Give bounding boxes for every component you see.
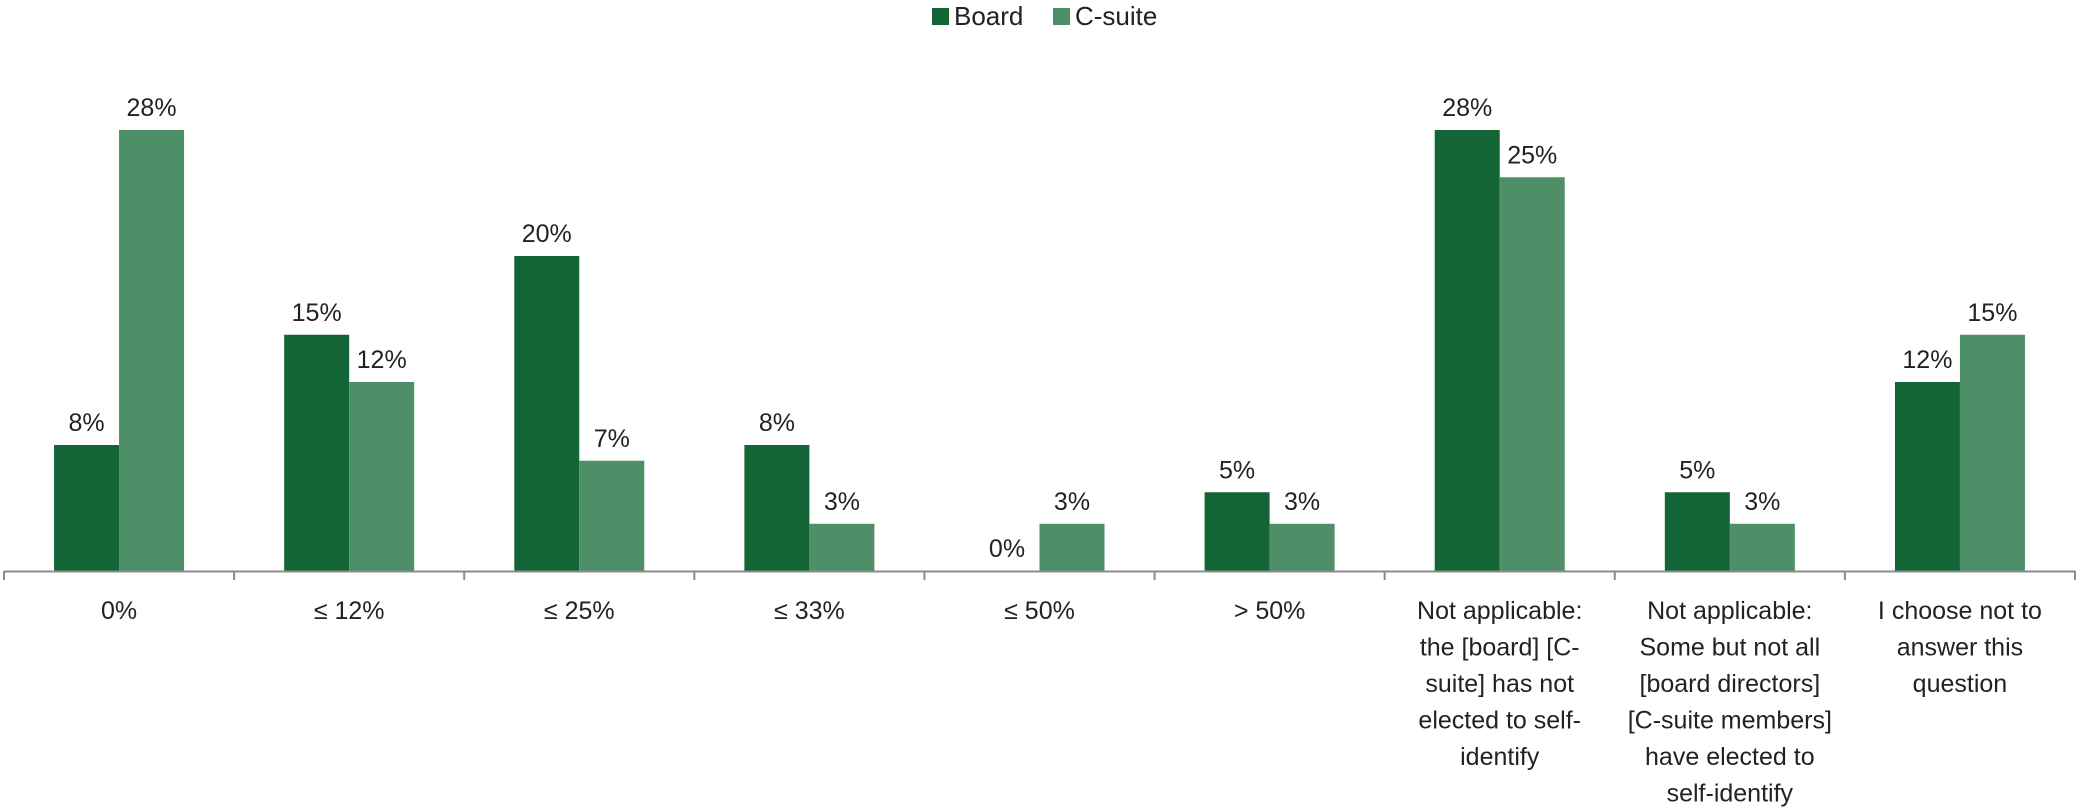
x-tick-label: > 50% [1234, 597, 1306, 625]
data-label: 3% [1744, 488, 1780, 516]
x-tick-label-line: 0% [101, 597, 137, 625]
legend-swatch-c-suite [1053, 8, 1070, 25]
data-label: 5% [1679, 456, 1715, 484]
legend-label: C-suite [1075, 1, 1157, 31]
x-axis [3, 570, 2076, 580]
bar-c-suite-2 [579, 460, 645, 571]
data-label: 15% [292, 299, 342, 327]
data-label: 3% [1284, 488, 1320, 516]
data-label: 20% [522, 220, 572, 248]
x-tick-label: 0% [101, 597, 137, 625]
data-label: 28% [127, 94, 177, 122]
x-tick-label-line: > 50% [1234, 597, 1306, 625]
legend: Board C-suite [932, 1, 1157, 31]
bar-board-2 [514, 256, 580, 571]
x-tick-label: Not applicable: the [board] [C-suite] has… [1417, 597, 1582, 771]
x-tick-label-line: identify [1460, 743, 1540, 771]
x-tick-label: ≤ 33% [774, 597, 845, 625]
bar-board-6 [1434, 130, 1500, 571]
data-label: 15% [1967, 299, 2017, 327]
bar-board-1 [284, 334, 350, 571]
bar-c-suite-3 [809, 523, 875, 571]
x-tick-label: ≤ 50% [1004, 597, 1075, 625]
legend-label: Board [954, 1, 1023, 31]
bar-board-7 [1664, 492, 1730, 571]
x-tick-label-line: Some but not all [1639, 634, 1820, 662]
x-tick-label-line: have elected to [1645, 743, 1815, 771]
x-tick-label-line: [C-suite members] [1628, 707, 1832, 735]
x-tick-label-line: the [board] [C- [1420, 634, 1580, 662]
x-tick-label-line: answer this [1897, 634, 2023, 662]
data-label: 5% [1219, 456, 1255, 484]
x-tick-label-line: [board directors] [1640, 670, 1821, 698]
data-label: 28% [1442, 94, 1492, 122]
data-label: 8% [68, 409, 104, 437]
data-label: 8% [759, 409, 795, 437]
data-label: 25% [1507, 141, 1557, 169]
x-tick-label-line: self-identify [1667, 780, 1794, 807]
bar-c-suite-0 [119, 130, 185, 571]
x-tick-label-line: Not applicable: [1417, 597, 1582, 625]
x-tick-label-line: ≤ 50% [1004, 597, 1075, 625]
bars [54, 130, 2025, 571]
x-tick-label: Not applicable: Some but not all [board di… [1628, 597, 1832, 807]
data-label: 7% [594, 425, 630, 453]
data-label: 12% [357, 346, 407, 374]
data-label: 0% [989, 535, 1025, 563]
data-label: 3% [824, 488, 860, 516]
x-tick-label: ≤ 25% [544, 597, 615, 625]
x-tick-labels: 0% ≤ 12% ≤ 25% ≤ 33% ≤ 50% > 50% Not applicabl… [101, 597, 2042, 807]
x-tick-label: ≤ 12% [314, 597, 385, 625]
value-labels: 8% 28% 15% 12% 20% 7% 8% 3% 0% 3% 5% 3% 28% 25% 5% 3% 12… [68, 94, 2017, 563]
x-tick-label-line: elected to self- [1418, 707, 1581, 735]
x-tick-label-line: Not applicable: [1647, 597, 1812, 625]
x-tick-label-line: question [1913, 670, 2008, 698]
bar-c-suite-6 [1499, 177, 1565, 571]
bar-board-8 [1894, 382, 1960, 571]
bar-board-0 [54, 445, 120, 571]
x-tick-label: I choose not to answer this question [1878, 597, 2042, 698]
bar-c-suite-7 [1729, 523, 1795, 571]
bar-c-suite-1 [349, 382, 415, 571]
x-tick-label-line: ≤ 25% [544, 597, 615, 625]
bar-c-suite-4 [1039, 523, 1105, 571]
bar-board-3 [744, 445, 810, 571]
bar-c-suite-5 [1269, 523, 1335, 571]
x-tick-label-line: ≤ 12% [314, 597, 385, 625]
bar-board-5 [1204, 492, 1270, 571]
legend-swatch-board [932, 8, 949, 25]
x-tick-label-line: ≤ 33% [774, 597, 845, 625]
bar-c-suite-8 [1959, 334, 2025, 571]
data-label: 3% [1054, 488, 1090, 516]
x-tick-label-line: I choose not to [1878, 597, 2042, 625]
x-tick-label-line: suite] has not [1425, 670, 1574, 698]
data-label: 12% [1902, 346, 1952, 374]
